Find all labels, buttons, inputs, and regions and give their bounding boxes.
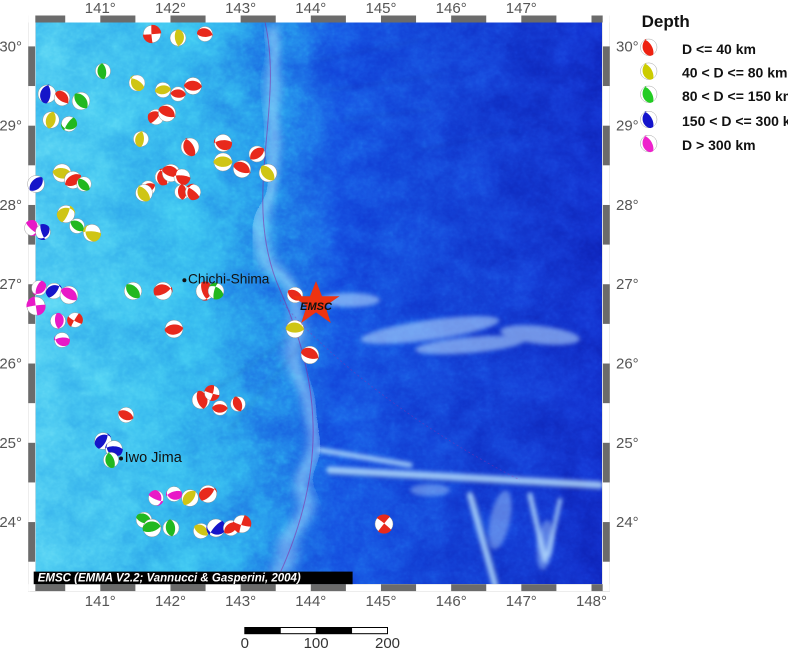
svg-text:143°: 143° xyxy=(225,593,256,610)
svg-text:27°: 27° xyxy=(616,276,639,293)
svg-text:147°: 147° xyxy=(506,0,537,17)
svg-text:EMSC (EMMA V2.2; Vannucci & Ga: EMSC (EMMA V2.2; Vannucci & Gasperini, 2… xyxy=(38,572,301,584)
svg-text:146°: 146° xyxy=(436,593,467,610)
svg-text:146°: 146° xyxy=(436,0,467,17)
svg-text:29°: 29° xyxy=(0,118,22,135)
svg-text:D > 300 km: D > 300 km xyxy=(682,137,756,153)
svg-text:150 < D <= 300 km: 150 < D <= 300 km xyxy=(682,113,788,129)
svg-text:EMSC: EMSC xyxy=(300,301,333,313)
svg-text:147°: 147° xyxy=(506,593,537,610)
svg-text:141°: 141° xyxy=(85,593,116,610)
svg-text:144°: 144° xyxy=(295,0,326,17)
svg-text:200: 200 xyxy=(375,635,400,650)
svg-text:30°: 30° xyxy=(616,38,639,55)
svg-text:Chichi-Shima: Chichi-Shima xyxy=(188,271,270,286)
svg-text:Iwo Jima: Iwo Jima xyxy=(125,450,183,466)
svg-text:145°: 145° xyxy=(365,0,396,17)
svg-text:100: 100 xyxy=(304,635,329,650)
svg-text:80 < D <= 150 km: 80 < D <= 150 km xyxy=(682,88,788,104)
svg-text:143°: 143° xyxy=(225,0,256,17)
svg-text:145°: 145° xyxy=(365,593,396,610)
svg-text:0: 0 xyxy=(241,635,249,650)
svg-text:25°: 25° xyxy=(616,435,639,452)
svg-text:141°: 141° xyxy=(85,0,116,17)
svg-text:30°: 30° xyxy=(0,38,22,55)
svg-text:26°: 26° xyxy=(0,356,22,373)
svg-text:27°: 27° xyxy=(0,276,22,293)
svg-text:D <= 40 km: D <= 40 km xyxy=(682,41,756,57)
svg-text:28°: 28° xyxy=(616,197,639,214)
svg-text:28°: 28° xyxy=(0,197,22,214)
svg-text:142°: 142° xyxy=(155,593,186,610)
svg-text:26°: 26° xyxy=(616,356,639,373)
svg-text:142°: 142° xyxy=(155,0,186,17)
svg-text:148°: 148° xyxy=(576,593,607,610)
svg-text:144°: 144° xyxy=(295,593,326,610)
svg-text:24°: 24° xyxy=(0,514,22,531)
svg-text:25°: 25° xyxy=(0,435,22,452)
svg-text:Depth: Depth xyxy=(642,12,690,31)
svg-text:29°: 29° xyxy=(616,118,639,135)
svg-text:24°: 24° xyxy=(616,514,639,531)
svg-text:40 < D <= 80 km: 40 < D <= 80 km xyxy=(682,65,787,81)
